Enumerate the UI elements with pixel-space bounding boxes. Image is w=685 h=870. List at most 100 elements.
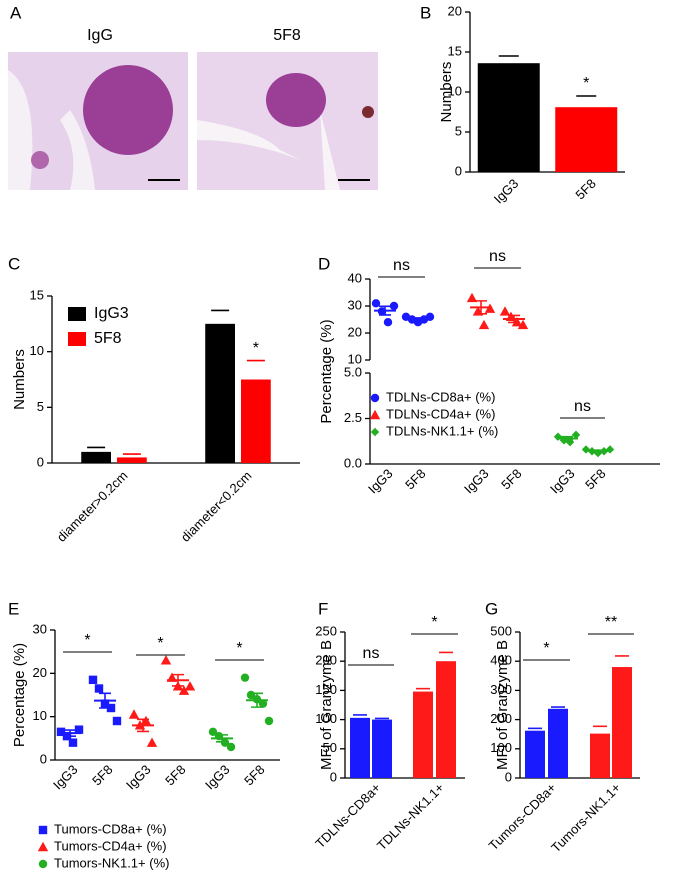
x-tick-label: IgG3 [50, 762, 81, 793]
error-bar [172, 673, 184, 687]
y-axis-label: Percentage (%) [11, 643, 28, 747]
error-bar [64, 729, 76, 737]
dot [56, 727, 66, 737]
bar [548, 708, 568, 778]
error-bar [99, 692, 111, 709]
error-bar [379, 305, 391, 316]
error-bar [508, 314, 520, 324]
bar [81, 451, 111, 463]
y-tick-label: 15 [30, 287, 44, 302]
annotation: * [543, 640, 549, 657]
error-bar [137, 718, 149, 733]
panel-label: E [8, 599, 19, 618]
y-tick-label: 5.0 [344, 364, 362, 379]
error-bar [561, 435, 573, 442]
y-tick-label: 30 [33, 621, 47, 636]
y-tick-label: 5 [455, 123, 462, 138]
error-bar [216, 734, 228, 743]
panel-label: A [10, 3, 22, 22]
x-tick-label: diameter<0.2cm [178, 468, 255, 545]
y-axis-label: MFI of Granzyme B [494, 640, 511, 770]
annotation: ns [363, 645, 380, 662]
annotation: * [431, 614, 437, 631]
panel-label: C [8, 254, 20, 273]
dot [74, 725, 84, 734]
x-tick-label: Tumors-CD8a+ [486, 780, 559, 853]
image-title: 5F8 [273, 27, 301, 44]
y-tick-label: 500 [490, 623, 512, 638]
dot [220, 738, 230, 747]
dot [571, 430, 581, 440]
y-tick-label: 300 [490, 682, 512, 697]
x-tick-label: IgG3 [123, 762, 154, 793]
y-tick-label: 150 [315, 682, 337, 697]
panel-label: D [318, 254, 330, 273]
annotation: * [236, 640, 242, 657]
annotation: ns [574, 398, 591, 415]
dot [264, 716, 274, 726]
y-tick-label: 5 [37, 399, 44, 414]
histology-image [8, 52, 188, 190]
annotation: * [583, 75, 589, 92]
y-tick-label: 20 [348, 324, 362, 339]
error-bar [475, 300, 487, 315]
y-tick-label: 15 [448, 43, 462, 58]
legend-label: Tumors-CD4a+ (%) [54, 838, 167, 853]
y-tick-label: 10 [30, 343, 44, 358]
y-tick-label: 30 [348, 297, 362, 312]
y-axis-label: Numbers [438, 62, 455, 123]
dot [208, 727, 218, 737]
y-tick-label: 10 [448, 83, 462, 98]
x-tick-label: 5F8 [241, 762, 267, 788]
bar [525, 730, 545, 778]
bar [205, 323, 235, 463]
bar [413, 691, 433, 778]
histology-image [197, 52, 378, 190]
dot [226, 742, 236, 752]
bar [372, 719, 392, 778]
legend-swatch [68, 307, 86, 321]
bar [436, 661, 456, 778]
dot [371, 299, 381, 308]
y-tick-label: 0 [455, 163, 462, 178]
dot [499, 306, 511, 316]
x-tick-label: IgG3 [547, 466, 578, 497]
x-tick-label: Tumors-NK1.1+ [548, 780, 623, 855]
dot [88, 675, 98, 685]
annotation: ** [605, 614, 617, 631]
bar [477, 63, 540, 173]
y-tick-label: 10 [33, 708, 47, 723]
error-bar [592, 449, 604, 453]
y-tick-label: 0 [505, 769, 512, 784]
y-axis-label: MFI of Granzyme B [318, 640, 335, 770]
x-tick-label: IgG3 [365, 466, 396, 497]
y-tick-label: 2.5 [344, 410, 362, 425]
dot [38, 859, 48, 869]
x-tick-label: 5F8 [572, 176, 598, 202]
y-axis-label: Percentage (%) [318, 319, 335, 423]
y-tick-label: 200 [490, 711, 512, 726]
y-tick-label: 20 [33, 665, 47, 680]
bar [350, 717, 370, 778]
x-tick-label: IgG3 [491, 176, 522, 207]
dot [94, 684, 104, 693]
legend-label: 5F8 [94, 330, 122, 347]
x-tick-label: 5F8 [582, 466, 608, 492]
y-tick-label: 100 [490, 740, 512, 755]
dot [370, 393, 380, 403]
bar [612, 667, 632, 778]
legend-label: IgG3 [94, 305, 129, 322]
y-tick-label: 0 [40, 751, 47, 766]
y-tick-label: 0 [37, 454, 44, 469]
x-tick-label: 5F8 [498, 466, 524, 492]
x-tick-label: 5F8 [162, 762, 188, 788]
x-tick-label: IgG3 [202, 762, 233, 793]
panel-label: B [420, 3, 431, 22]
x-tick-label: 5F8 [402, 466, 428, 492]
bar [555, 107, 618, 172]
y-tick-label: 20 [448, 3, 462, 18]
x-tick-label: TDLNs-NK1.1+ [374, 780, 447, 853]
bar [117, 457, 147, 463]
panel-label: F [318, 599, 328, 618]
annotation: * [253, 340, 259, 357]
